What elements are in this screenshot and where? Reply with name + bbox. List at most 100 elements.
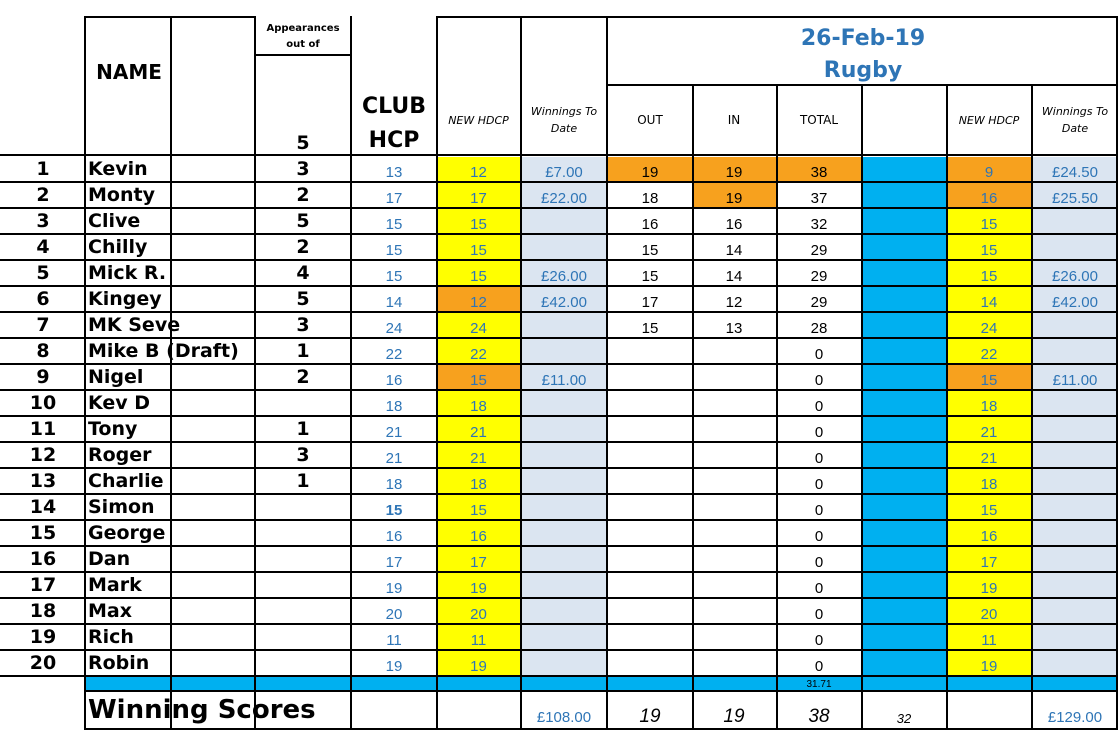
grid-line — [0, 597, 1118, 599]
total-score: 0 — [814, 658, 824, 675]
club-hcp: 19 — [385, 580, 403, 597]
row-number: 7 — [36, 314, 50, 336]
winnings-header: Winnings To Date — [530, 105, 598, 135]
footer-total: 38 — [808, 706, 830, 727]
new-hdcp-updated: 24 — [946, 313, 1032, 337]
winnings-to-date: £11.00 — [521, 365, 607, 389]
total-score: 28 — [810, 320, 828, 337]
out-score: 15 — [641, 268, 659, 285]
winnings-updated: £24.50 — [1032, 157, 1118, 181]
row-number: 15 — [29, 522, 57, 544]
appearances: 2 — [296, 236, 310, 258]
grid-line — [0, 519, 1118, 521]
new-hdcp: 16 — [437, 521, 520, 545]
new-hdcp: 15 — [437, 209, 520, 233]
name-header: NAME — [96, 60, 162, 84]
winnings-to-date — [521, 599, 607, 623]
out-score — [608, 625, 692, 649]
new-hdcp-updated: 17 — [946, 547, 1032, 571]
cyan-marker — [862, 183, 946, 207]
out-score — [608, 495, 692, 519]
winnings-updated: £11.00 — [1032, 365, 1118, 389]
cyan-marker — [862, 651, 946, 675]
winnings-updated — [1032, 313, 1118, 337]
grid-line — [1031, 85, 1033, 730]
grid-line — [0, 649, 1118, 651]
new-hdcp: 15 — [437, 235, 520, 259]
total-score: 0 — [814, 450, 824, 467]
appearances-total: 5 — [296, 132, 310, 154]
club-hcp: 17 — [385, 554, 403, 571]
grid-line — [254, 16, 256, 730]
total-score: 0 — [814, 528, 824, 545]
winnings-updated — [1032, 469, 1118, 493]
appearances — [256, 625, 350, 649]
winnings-to-date — [521, 235, 607, 259]
club-hcp: 16 — [385, 372, 403, 389]
winnings-to-date — [521, 417, 607, 441]
total-score: 29 — [810, 268, 828, 285]
grid-line — [0, 154, 1118, 156]
player-name: Clive — [88, 210, 141, 232]
cyan-marker — [862, 547, 946, 571]
appearances: 1 — [296, 340, 310, 362]
club-hcp: 24 — [385, 320, 403, 337]
grid-line — [0, 441, 1118, 443]
winnings-updated — [1032, 495, 1118, 519]
grid-line — [0, 571, 1118, 573]
player-name: Kingey — [88, 288, 162, 310]
total-score: 0 — [814, 476, 824, 493]
winnings-to-date — [521, 573, 607, 597]
appearances — [256, 651, 350, 675]
winnings-to-date — [521, 313, 607, 337]
grid-line — [606, 16, 608, 730]
out-score — [608, 417, 692, 441]
grid-line — [946, 85, 948, 730]
new-hdcp-updated: 14 — [946, 287, 1032, 311]
total-score: 0 — [814, 606, 824, 623]
total-score: 29 — [810, 294, 828, 311]
out-score — [608, 443, 692, 467]
footer-in: 19 — [723, 706, 745, 727]
winnings2-header: Winnings To Date — [1041, 105, 1109, 135]
separator-cell — [172, 677, 256, 690]
new-hdcp: 18 — [437, 469, 520, 493]
appearances: 5 — [296, 210, 310, 232]
in-score — [692, 599, 776, 623]
out-score: 15 — [641, 320, 659, 337]
grid-line — [0, 467, 1118, 469]
player-name: Kevin — [88, 158, 148, 180]
player-name: Monty — [88, 184, 155, 206]
cyan-marker — [862, 235, 946, 259]
cyan-marker — [862, 339, 946, 363]
appearances: 2 — [296, 366, 310, 388]
winnings-updated — [1032, 209, 1118, 233]
player-name: Mark — [88, 574, 142, 596]
cyan-marker — [862, 417, 946, 441]
cyan-marker — [862, 365, 946, 389]
player-name: Dan — [88, 548, 131, 570]
grid-line — [0, 259, 1118, 261]
new-hdcp-updated: 11 — [946, 625, 1032, 649]
separator-cell — [352, 677, 436, 690]
grid-line — [84, 690, 1118, 692]
total-score: 0 — [814, 346, 824, 363]
footer-winnings2: £129.00 — [1047, 709, 1103, 726]
new-hdcp-updated: 15 — [946, 235, 1032, 259]
out-score — [608, 547, 692, 571]
new-hdcp: 15 — [437, 495, 520, 519]
player-name: Tony — [88, 418, 138, 440]
row-number: 10 — [29, 392, 57, 414]
row-number: 11 — [29, 418, 57, 440]
total-score: 0 — [814, 424, 824, 441]
out-header: OUT — [637, 113, 663, 127]
winnings-to-date — [521, 209, 607, 233]
in-score — [692, 495, 776, 519]
in-score: 16 — [725, 216, 743, 233]
grid-line — [0, 207, 1118, 209]
grid-line — [0, 545, 1118, 547]
separator-cell — [776, 677, 862, 690]
row-number: 9 — [36, 366, 50, 388]
grid-line — [606, 84, 1118, 86]
cyan-marker — [862, 287, 946, 311]
